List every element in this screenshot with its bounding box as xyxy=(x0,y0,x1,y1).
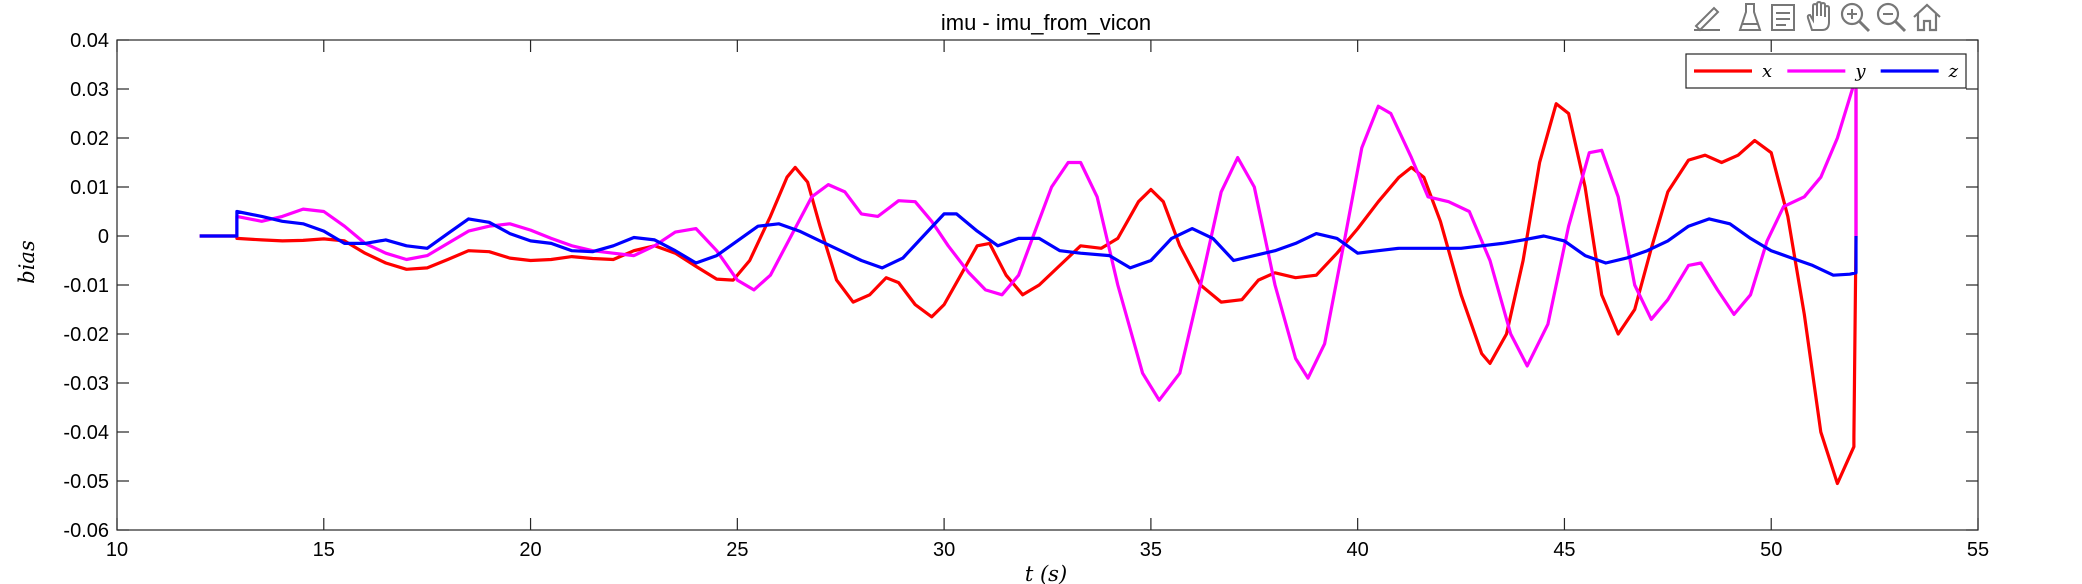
x-tick-label: 20 xyxy=(519,539,541,561)
zoom-out-icon[interactable] xyxy=(1874,0,1908,34)
figure-toolbar xyxy=(1690,0,1990,36)
x-tick-label: 25 xyxy=(726,539,748,561)
x-tick-label: 40 xyxy=(1347,539,1369,561)
data-cursor-icon[interactable] xyxy=(1732,0,1766,34)
series-line-z xyxy=(199,209,1858,277)
legend-label-y: y xyxy=(1854,61,1866,82)
y-axis-label: bias xyxy=(15,240,39,284)
chart-title: imu - imu_from_vicon xyxy=(941,10,1151,35)
x-tick-label: 55 xyxy=(1967,539,1989,561)
pan-hand-icon[interactable] xyxy=(1802,0,1836,34)
legend-label-x: x xyxy=(1762,61,1772,82)
y-tick-label: -0.05 xyxy=(63,471,109,493)
x-tick-label: 45 xyxy=(1553,539,1575,561)
y-tick-label: -0.06 xyxy=(63,520,109,542)
y-tick-label: -0.04 xyxy=(63,422,109,444)
y-tick-label: 0.02 xyxy=(70,128,109,150)
x-tick-label: 35 xyxy=(1140,539,1162,561)
x-tick-label: 50 xyxy=(1760,539,1782,561)
home-icon[interactable] xyxy=(1910,0,1944,34)
y-tick-label: 0.01 xyxy=(70,177,109,199)
edit-brush-icon[interactable] xyxy=(1690,0,1724,34)
legend-label-z: z xyxy=(1948,61,1959,82)
y-tick-label: -0.03 xyxy=(63,373,109,395)
y-tick-label: -0.02 xyxy=(63,324,109,346)
y-tick-label: 0.04 xyxy=(70,30,109,52)
legend[interactable]: x y z xyxy=(1685,53,1967,89)
legend-icon[interactable] xyxy=(1766,0,1800,34)
zoom-in-icon[interactable] xyxy=(1838,0,1872,34)
y-tick-label: 0 xyxy=(98,226,109,248)
plot-background[interactable] xyxy=(117,40,1978,530)
y-tick-label: 0.03 xyxy=(70,79,109,101)
x-axis-label: t (s) xyxy=(1025,562,1067,584)
series-layer xyxy=(199,82,1858,486)
series-line-x xyxy=(199,89,1858,486)
plot-area[interactable] xyxy=(117,40,1978,530)
axes-layer: 10 15 20 25 30 35 40 45 50 55 -0.06 -0.05 -0.04 -0.03… xyxy=(63,30,1989,561)
x-tick-label: 10 xyxy=(106,539,128,561)
y-tick-label: -0.01 xyxy=(63,275,109,297)
series-line-y xyxy=(199,82,1858,402)
x-tick-label: 30 xyxy=(933,539,955,561)
x-tick-label: 15 xyxy=(313,539,335,561)
